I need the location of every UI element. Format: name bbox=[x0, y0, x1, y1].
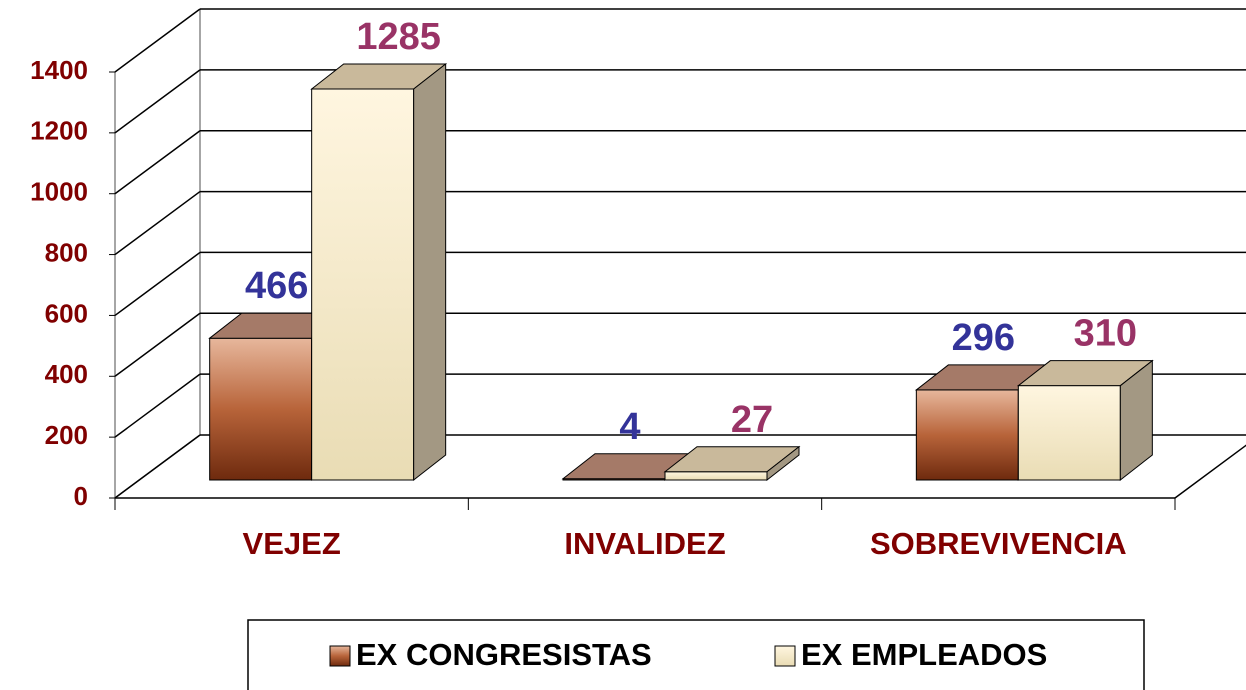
bar-front bbox=[664, 471, 768, 481]
grid-line bbox=[114, 251, 201, 317]
data-label: 27 bbox=[731, 399, 773, 441]
bar-side bbox=[1119, 359, 1153, 482]
bar bbox=[310, 62, 448, 482]
data-label: 4 bbox=[619, 406, 640, 448]
data-label: 466 bbox=[245, 265, 308, 307]
x-tick-label: SOBREVIVENCIA bbox=[870, 526, 1127, 561]
legend-swatch bbox=[329, 645, 351, 667]
legend-box bbox=[247, 619, 1145, 690]
legend-label: EX EMPLEADOS bbox=[801, 637, 1047, 672]
floor-line bbox=[1174, 444, 1246, 499]
bar bbox=[663, 445, 801, 482]
data-label: 1285 bbox=[356, 16, 441, 58]
grid-line bbox=[114, 130, 201, 195]
bar-front bbox=[915, 389, 1019, 481]
y-tick-label: 0 bbox=[74, 481, 88, 511]
y-tick-label: 1000 bbox=[30, 177, 88, 207]
bar-side bbox=[413, 62, 447, 482]
bar bbox=[1016, 359, 1154, 482]
bar-side bbox=[766, 445, 800, 482]
data-label: 296 bbox=[952, 317, 1015, 359]
bar-front bbox=[311, 88, 415, 481]
y-tick-label: 1200 bbox=[30, 116, 88, 146]
legend-swatch bbox=[774, 645, 796, 667]
grid-line bbox=[114, 373, 201, 438]
grid-line bbox=[114, 312, 201, 377]
y-tick-label: 800 bbox=[45, 237, 88, 267]
data-label: 310 bbox=[1074, 313, 1137, 355]
legend-label: EX CONGRESISTAS bbox=[356, 637, 652, 672]
bar-front bbox=[209, 337, 313, 481]
y-tick-label: 600 bbox=[45, 298, 88, 328]
y-tick-label: 400 bbox=[45, 359, 88, 389]
y-tick-label: 1400 bbox=[30, 55, 88, 85]
bar-front bbox=[1017, 385, 1121, 481]
x-tick-label: INVALIDEZ bbox=[564, 526, 725, 561]
y-tick-label: 200 bbox=[45, 420, 88, 450]
grid-line bbox=[114, 69, 201, 134]
grid-line bbox=[114, 8, 201, 73]
x-tick-label: VEJEZ bbox=[243, 526, 341, 561]
grid-line bbox=[114, 190, 201, 256]
grid-line bbox=[114, 434, 201, 499]
